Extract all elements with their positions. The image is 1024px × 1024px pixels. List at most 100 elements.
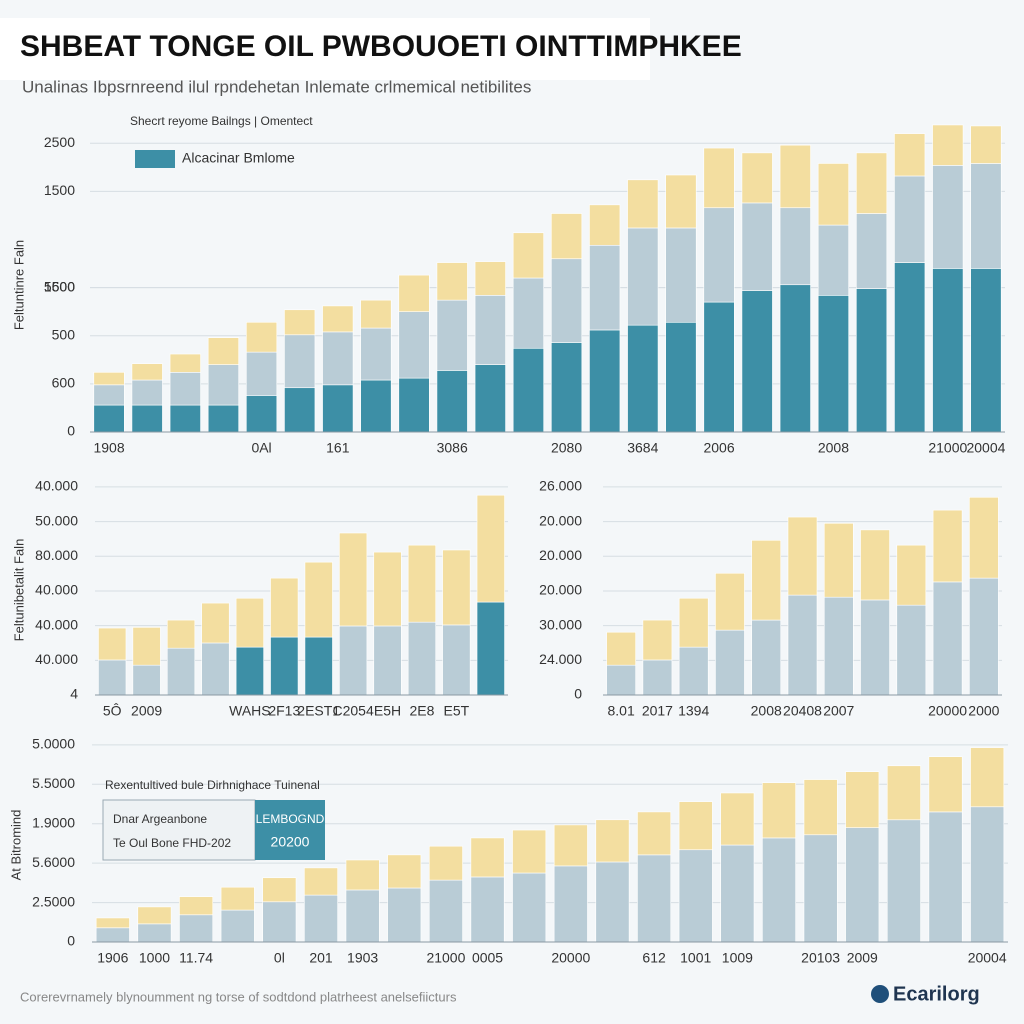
x-tick-label: 20408 <box>783 703 822 719</box>
legend-swatch <box>135 150 175 168</box>
bar-segment <box>95 917 130 929</box>
bar-segment <box>751 619 782 696</box>
x-tick-label: 20004 <box>966 440 1005 456</box>
bar-segment <box>595 861 630 943</box>
bar-segment <box>823 522 854 598</box>
bar-segment <box>589 329 621 433</box>
bar-segment <box>512 872 547 943</box>
bar-segment <box>137 906 172 925</box>
bar-segment <box>220 909 255 943</box>
bar-segment <box>474 295 506 365</box>
title-band <box>0 18 650 80</box>
bar-segment <box>98 627 127 661</box>
bar-segment <box>894 133 926 177</box>
annotation-box <box>102 799 256 861</box>
bar-segment <box>428 879 463 943</box>
x-tick-label: 3684 <box>627 440 658 456</box>
bar-segment <box>360 299 392 329</box>
subtitle: Unalinas Ibpsrnreend ilul rpndehetan Inl… <box>22 77 531 96</box>
bar-segment <box>207 364 239 406</box>
bar-segment <box>969 496 999 579</box>
bar-segment <box>398 377 430 433</box>
bar-segment <box>512 232 544 279</box>
x-tick-label: C2054 <box>332 703 373 719</box>
bar-segment <box>817 224 849 296</box>
bar-segment <box>932 165 964 269</box>
bar-segment <box>428 845 463 881</box>
x-tick-label: 612 <box>642 950 666 966</box>
bar-segment <box>512 347 544 433</box>
bar-segment <box>166 619 196 649</box>
bar-segment <box>606 631 636 666</box>
bar-segment <box>93 372 125 386</box>
bar-segment <box>137 923 172 943</box>
title: SHBEAT TONGE OIL PWBOUOETI OINTTIMPHKEE <box>20 30 742 63</box>
y-tick-label: 1.9000 <box>32 814 75 830</box>
bar-segment <box>894 175 926 263</box>
bar-segment <box>512 277 544 349</box>
x-tick-label: 1000 <box>139 950 170 966</box>
bar-segment <box>932 268 964 433</box>
bar-segment <box>787 516 818 596</box>
y-tick-label: 80.000 <box>35 547 78 563</box>
bar-segment <box>896 604 927 696</box>
y-tick-label: 20.000 <box>539 547 582 563</box>
legend-label: Alcacinar Bmlome <box>182 150 295 166</box>
bar-segment <box>246 321 278 353</box>
bar-segment <box>823 596 854 696</box>
x-tick-label: 1903 <box>347 950 378 966</box>
bar-segment <box>262 877 297 903</box>
bar-segment <box>339 625 368 696</box>
bar-segment <box>928 811 963 943</box>
bar-segment <box>970 747 1005 808</box>
y-tick-label: 1500 <box>44 182 75 198</box>
x-tick-label: 3086 <box>437 440 468 456</box>
logo: Ecarilorg <box>893 983 980 1005</box>
bar-segment <box>166 647 196 696</box>
bar-segment <box>476 601 505 696</box>
y-tick-label: 2500 <box>44 134 75 150</box>
y-tick-label: 0 <box>574 686 582 702</box>
bar-segment <box>398 274 430 312</box>
bar-segment <box>284 387 316 433</box>
bar-segment <box>207 404 239 433</box>
bar-segment <box>896 544 927 606</box>
bar-segment <box>470 837 505 878</box>
y-axis-label: At Bitromind <box>8 810 23 881</box>
x-tick-label: 5Ô <box>103 703 122 719</box>
bar-segment <box>470 876 505 943</box>
bar-segment <box>551 258 583 343</box>
bar-segment <box>304 894 338 943</box>
bar-segment <box>553 824 588 867</box>
bar-segment <box>246 351 278 396</box>
y-tick-label: 30.000 <box>539 616 582 632</box>
bar-segment <box>787 594 818 696</box>
bar-segment <box>553 865 588 943</box>
bar-segment <box>512 829 547 874</box>
bar-segment <box>304 867 338 896</box>
annotation-badge-text: LEMBOGND <box>256 812 325 826</box>
bar-segment <box>304 636 333 696</box>
x-tick-label: 2F13 <box>268 703 300 719</box>
y-tick-label: 50.000 <box>35 512 78 528</box>
bar-segment <box>246 395 278 433</box>
y-tick-label: 0 <box>67 423 75 439</box>
annotation-badge <box>255 800 325 860</box>
y-tick-label: 600 <box>52 375 76 391</box>
x-tick-label: 2000 <box>968 703 999 719</box>
logo-icon <box>871 985 889 1003</box>
bar-segment <box>720 792 755 846</box>
bar-segment <box>360 327 392 381</box>
x-tick-label: E5H <box>374 703 401 719</box>
bar-segment <box>803 834 838 943</box>
x-tick-label: 2017 <box>642 703 673 719</box>
bar-segment <box>741 202 773 291</box>
y-tick-label: 500 <box>52 326 76 342</box>
x-tick-label: 1908 <box>93 440 124 456</box>
x-tick-label: 1001 <box>680 950 711 966</box>
bar-segment <box>95 927 130 943</box>
x-tick-label: 20004 <box>968 950 1007 966</box>
bar-segment <box>551 342 583 433</box>
y-tick-label: 20.000 <box>539 512 582 528</box>
x-tick-label: 11.74 <box>179 950 213 966</box>
